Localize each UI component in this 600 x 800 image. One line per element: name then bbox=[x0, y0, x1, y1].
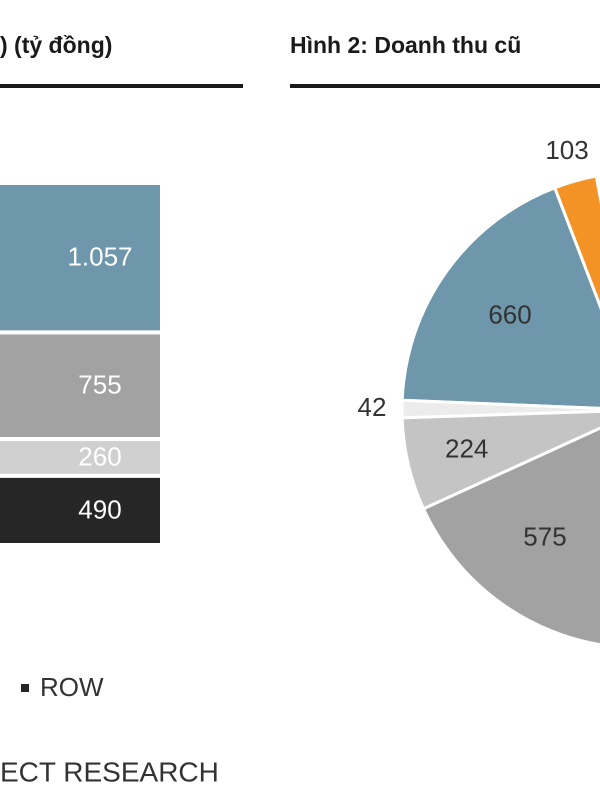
bar-segment bbox=[0, 330, 164, 442]
source: ECT RESEARCH bbox=[0, 756, 219, 787]
value-label: 1.057 bbox=[67, 242, 132, 272]
bar-segment bbox=[0, 437, 164, 478]
pie-slice bbox=[400, 185, 600, 410]
legend-label: ROW bbox=[40, 672, 104, 702]
value-label: 260 bbox=[78, 441, 121, 471]
value-label: 755 bbox=[78, 370, 121, 400]
value-label: 660 bbox=[488, 300, 531, 330]
value-label: 103 bbox=[545, 135, 588, 165]
value-label: 490 bbox=[78, 494, 121, 524]
bar-segment bbox=[0, 473, 164, 547]
chart-title: ) (tỷ đồng) bbox=[0, 32, 112, 58]
value-label: 42 bbox=[358, 392, 387, 422]
title-rule bbox=[290, 84, 600, 88]
bar-segment bbox=[0, 180, 164, 335]
value-label: 575 bbox=[523, 522, 566, 552]
pie-slice bbox=[421, 426, 600, 647]
value-label: 224 bbox=[445, 434, 488, 464]
legend-marker bbox=[21, 684, 29, 692]
title-rule bbox=[0, 84, 243, 88]
chart-title: Hình 2: Doanh thu cũ bbox=[290, 32, 521, 58]
